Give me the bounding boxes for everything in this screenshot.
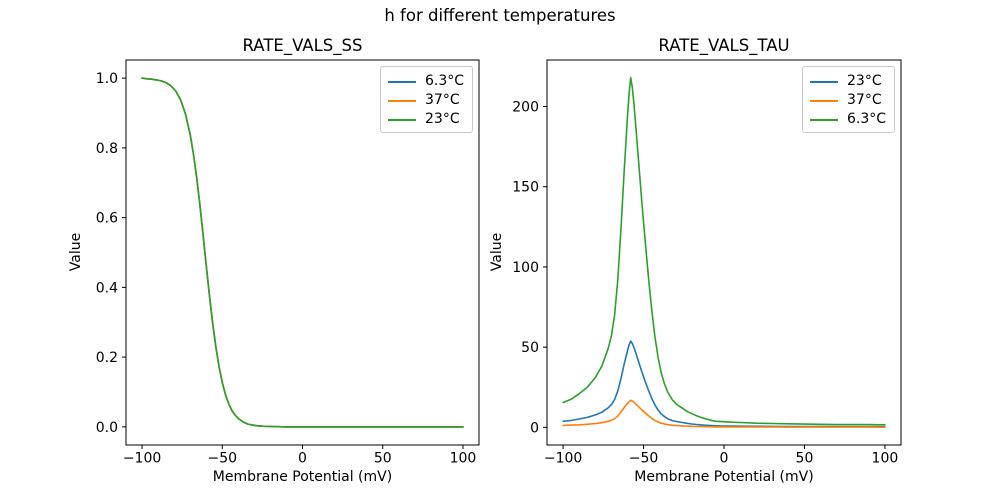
x-axis-label-ss: Membrane Potential (mV) xyxy=(212,469,393,485)
legend-label: 6.3°C xyxy=(425,73,465,89)
legend-entry: 23°C xyxy=(388,110,472,129)
legend-label: 6.3°C xyxy=(847,111,887,127)
y-tick-label: 1.0 xyxy=(96,71,118,87)
legend-line-swatch xyxy=(810,118,838,121)
legend-label: 23°C xyxy=(847,73,882,89)
y-axis-label-tau: Value xyxy=(489,232,505,272)
y-tick-label: 150 xyxy=(512,180,539,196)
x-tick-label: −100 xyxy=(544,451,582,467)
y-tick-label: 50 xyxy=(521,340,539,356)
x-tick-label: 50 xyxy=(374,451,392,467)
curve-37°C xyxy=(562,399,886,429)
y-tick-label: 0.6 xyxy=(96,211,118,227)
x-tick-label: −50 xyxy=(629,451,659,467)
legend-label: 37°C xyxy=(847,92,882,108)
figure-title: h for different temperatures xyxy=(384,6,616,25)
x-tick-label: 100 xyxy=(872,451,899,467)
curve-6.3°C xyxy=(562,76,886,426)
legend-entry: 6.3°C xyxy=(388,72,472,91)
y-tick-label: 100 xyxy=(512,260,539,276)
subplot-title-tau: RATE_VALS_TAU xyxy=(658,36,790,55)
legend-label: 23°C xyxy=(425,111,460,127)
y-tick-label: 0.4 xyxy=(96,280,118,296)
legend-ss: 6.3°C 37°C 23°C xyxy=(380,66,473,133)
legend-entry: 6.3°C xyxy=(810,110,894,129)
legend-entry: 37°C xyxy=(388,91,472,110)
y-tick-label: 0.8 xyxy=(96,141,118,157)
x-tick-label: −100 xyxy=(123,451,161,467)
legend-line-swatch xyxy=(388,80,416,83)
x-tick-label: 0 xyxy=(720,451,729,467)
y-tick-label: 0.0 xyxy=(96,420,118,436)
legend-line-swatch xyxy=(810,80,838,83)
curve-23°C xyxy=(141,77,464,428)
subplot-title-ss: RATE_VALS_SS xyxy=(242,36,363,55)
legend-entry: 23°C xyxy=(810,72,894,91)
y-tick-label: 0 xyxy=(530,420,539,436)
y-tick-label: 200 xyxy=(512,100,539,116)
x-tick-label: 50 xyxy=(796,451,814,467)
legend-line-swatch xyxy=(388,99,416,102)
curve-23°C xyxy=(562,340,886,428)
axes-frame xyxy=(125,59,480,446)
y-tick-label: 0.2 xyxy=(96,350,118,366)
legend-label: 37°C xyxy=(425,92,460,108)
legend-entry: 37°C xyxy=(810,91,894,110)
y-axis-label-ss: Value xyxy=(68,232,84,272)
x-tick-label: 0 xyxy=(298,451,307,467)
legend-line-swatch xyxy=(810,99,838,102)
axes-frame xyxy=(546,59,902,446)
x-axis-label-tau: Membrane Potential (mV) xyxy=(634,469,814,485)
x-tick-label: −50 xyxy=(207,451,237,467)
x-tick-label: 100 xyxy=(450,451,477,467)
legend-tau: 23°C 37°C 6.3°C xyxy=(802,66,895,133)
legend-line-swatch xyxy=(388,118,416,121)
